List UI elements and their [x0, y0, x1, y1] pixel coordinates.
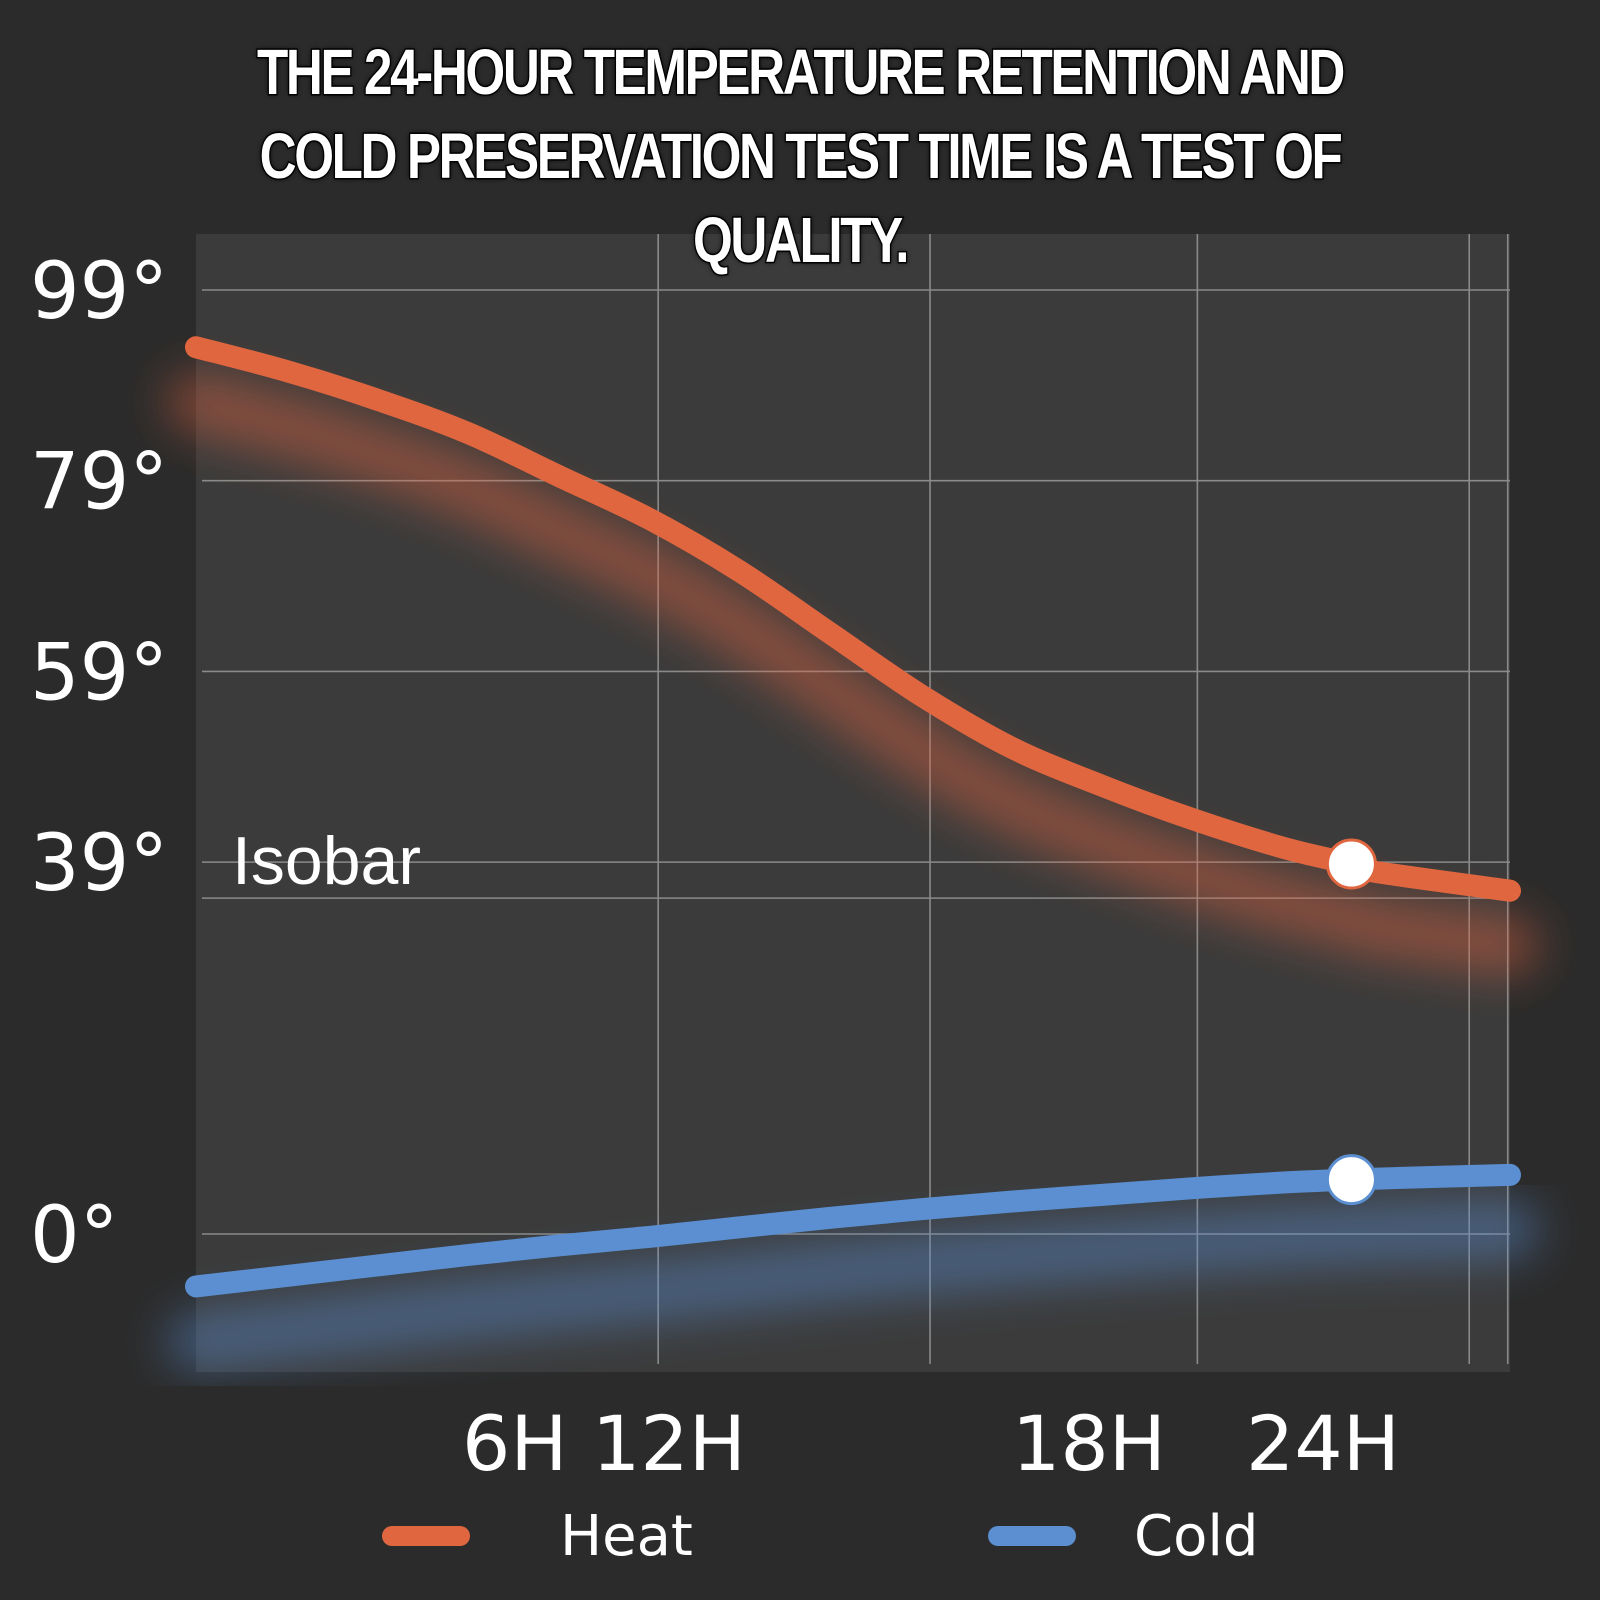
line-glows [166, 372, 1540, 1372]
cold-marker-point [1325, 1154, 1377, 1206]
x-tick-label: 6H [462, 1399, 568, 1488]
legend-label-cold: Cold [1134, 1504, 1258, 1569]
y-tick-label: 0° [30, 1191, 119, 1281]
heat-series-line [185, 336, 1521, 902]
y-axis-ticks: 0° 39° 59° 79° 99° [30, 247, 168, 1281]
isobar-annotation: Isobar [232, 823, 421, 899]
title-line-2: COLD PRESERVATION TEST TIME IS A TEST OF… [258, 119, 1344, 278]
cold-series-line [185, 1163, 1521, 1298]
x-tick-label: 18H [1012, 1399, 1166, 1488]
x-tick-label: 12H [592, 1399, 746, 1488]
legend: Heat Cold [382, 1504, 1258, 1569]
heat-marker-point [1325, 838, 1377, 890]
cold-glow [166, 1199, 1540, 1372]
x-axis-ticks: 6H 12H 18H 24H [462, 1399, 1400, 1488]
series-lines [185, 336, 1521, 1298]
title-line-1: THE 24-HOUR TEMPERATURE RETENTION AND [256, 35, 1347, 110]
y-tick-label: 59° [30, 628, 168, 718]
series-markers [1325, 838, 1377, 1206]
y-tick-label: 79° [30, 438, 168, 528]
y-tick-label: 99° [30, 247, 168, 337]
x-tick-label: 24H [1246, 1399, 1400, 1488]
legend-label-heat: Heat [560, 1504, 693, 1569]
heat-glow [166, 372, 1540, 976]
page-title: THE 24-HOUR TEMPERATURE RETENTION AND CO… [160, 30, 1440, 282]
y-tick-label: 39° [30, 819, 168, 909]
